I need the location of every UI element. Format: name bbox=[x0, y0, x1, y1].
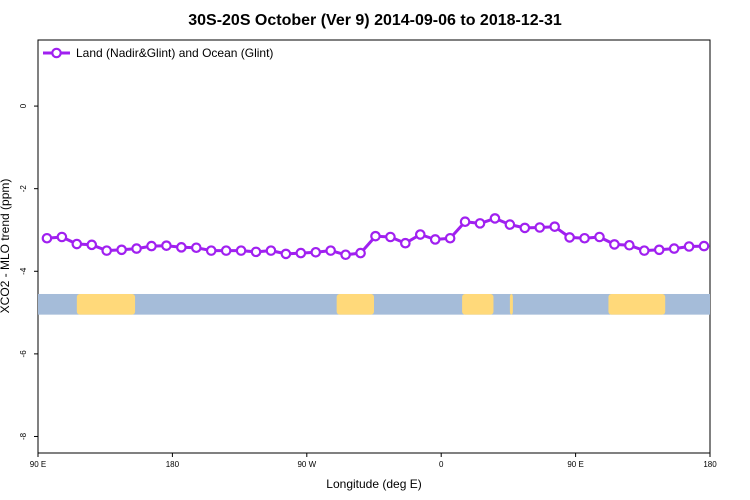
data-point bbox=[86, 239, 98, 251]
data-point bbox=[564, 232, 575, 243]
land-segment bbox=[608, 293, 666, 315]
data-point bbox=[385, 231, 396, 243]
legend-marker bbox=[51, 47, 62, 59]
data-point bbox=[668, 243, 680, 254]
land-segment bbox=[509, 293, 513, 315]
data-point bbox=[370, 230, 381, 242]
y-tick-label: -6 bbox=[19, 350, 28, 358]
y-axis-ticks: 0 -2 -4 -6 -8 bbox=[19, 103, 38, 440]
data-point bbox=[295, 247, 307, 259]
data-point bbox=[176, 242, 187, 253]
y-tick-label: 0 bbox=[19, 103, 28, 108]
data-point bbox=[534, 222, 546, 233]
data-point bbox=[444, 232, 456, 244]
data-point bbox=[205, 245, 217, 256]
y-tick-label: -2 bbox=[19, 185, 28, 193]
x-tick-label: 180 bbox=[703, 460, 717, 469]
data-point bbox=[325, 245, 336, 256]
land-segment bbox=[462, 293, 494, 315]
x-tick-label: 90 W bbox=[297, 460, 316, 469]
data-point bbox=[265, 245, 277, 256]
chart-title: 30S-20S October (Ver 9) 2014-09-06 to 20… bbox=[188, 12, 562, 29]
x-axis-ticks: 90 E 180 90 W 0 90 E 180 bbox=[30, 453, 717, 469]
x-tick-label: 90 E bbox=[567, 460, 583, 469]
series-layer bbox=[41, 213, 710, 261]
data-point bbox=[474, 218, 486, 229]
data-point bbox=[116, 244, 127, 256]
x-tick-label: 180 bbox=[166, 460, 180, 469]
data-point bbox=[220, 245, 232, 256]
land-segment bbox=[336, 293, 374, 315]
data-point bbox=[250, 246, 262, 258]
data-point bbox=[698, 240, 710, 252]
legend-label: Land (Nadir&Glint) and Ocean (Glint) bbox=[76, 46, 273, 60]
data-point bbox=[340, 249, 351, 261]
data-point bbox=[41, 232, 53, 244]
data-point bbox=[146, 240, 157, 252]
data-point bbox=[56, 231, 68, 243]
data-point bbox=[131, 243, 142, 254]
data-point bbox=[683, 241, 695, 252]
data-point bbox=[101, 245, 112, 256]
data-point bbox=[489, 213, 501, 224]
data-point bbox=[579, 232, 590, 244]
data-point bbox=[280, 248, 292, 260]
data-point bbox=[310, 246, 322, 258]
data-point bbox=[594, 231, 605, 243]
data-point bbox=[400, 237, 411, 249]
data-point bbox=[459, 216, 471, 228]
legend: Land (Nadir&Glint) and Ocean (Glint) bbox=[43, 46, 273, 60]
data-point bbox=[190, 242, 202, 254]
x-tick-label: 0 bbox=[439, 460, 444, 469]
data-point bbox=[609, 239, 620, 250]
y-tick-label: -4 bbox=[19, 267, 28, 275]
y-tick-label: -8 bbox=[19, 432, 28, 440]
data-point bbox=[653, 244, 665, 256]
y-axis-label: XCO2 - MLO trend (ppm) bbox=[0, 179, 12, 314]
x-tick-label: 90 E bbox=[30, 460, 46, 469]
data-point bbox=[235, 245, 247, 256]
plot-frame bbox=[37, 39, 711, 454]
data-point bbox=[638, 245, 650, 256]
data-point bbox=[624, 239, 635, 251]
land-segment bbox=[76, 293, 136, 315]
data-point bbox=[414, 229, 426, 240]
data-point bbox=[161, 240, 172, 251]
data-point bbox=[549, 221, 560, 232]
data-point bbox=[429, 234, 441, 245]
data-point bbox=[519, 222, 531, 234]
data-point bbox=[355, 247, 366, 259]
data-point bbox=[504, 219, 516, 230]
land-ocean-strip bbox=[38, 293, 710, 315]
data-point bbox=[71, 238, 83, 250]
x-axis-label: Longitude (deg E) bbox=[326, 477, 421, 491]
